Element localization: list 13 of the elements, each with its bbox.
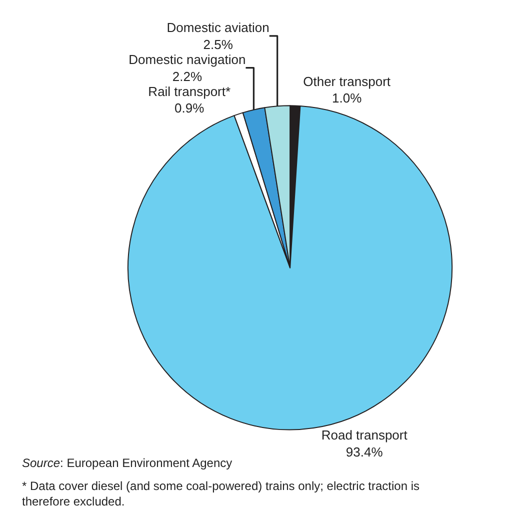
text: * Data cover diesel (and some coal-powered) trains only; electric traction is therefore excluded. [22,479,420,509]
data-label: 93.4% [346,444,384,460]
slice-label: Other transport [303,74,391,89]
slice-label: Domestic navigation [128,52,246,67]
slice-label: Rail transport* [148,84,231,99]
data-label: 2.5% [203,36,234,52]
slice-label: Road transport [321,428,408,443]
slice-label: Domestic aviation [166,20,270,35]
data-label: 0.9% [174,100,205,116]
pie-slice [128,105,453,430]
data-label: 2.2% [172,68,202,84]
data-label: 1.0% [332,90,362,106]
source-note: Source: European Environment Agency [22,456,232,470]
